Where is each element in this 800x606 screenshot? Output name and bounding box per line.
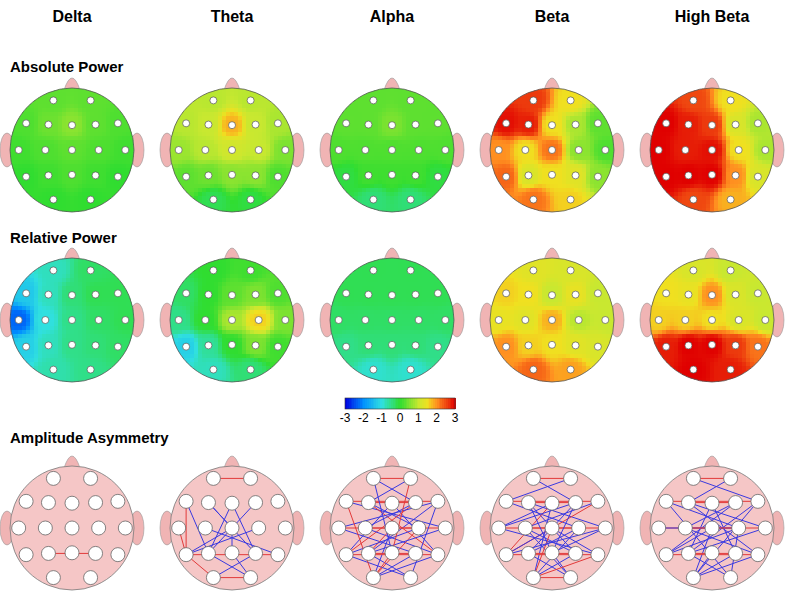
svg-text:Relative Power: Relative Power [10, 229, 117, 246]
svg-text:1: 1 [415, 411, 422, 425]
svg-text:Amplitude Asymmetry: Amplitude Asymmetry [10, 429, 169, 446]
svg-text:Alpha: Alpha [370, 8, 415, 25]
svg-text:0: 0 [397, 411, 404, 425]
svg-text:Delta: Delta [52, 8, 91, 25]
svg-text:-3: -3 [340, 411, 351, 425]
svg-text:High Beta: High Beta [675, 8, 750, 25]
svg-text:2: 2 [433, 411, 440, 425]
svg-text:Theta: Theta [211, 8, 254, 25]
svg-text:-1: -1 [376, 411, 387, 425]
svg-text:Absolute Power: Absolute Power [10, 58, 124, 75]
svg-text:Beta: Beta [535, 8, 570, 25]
svg-text:-2: -2 [358, 411, 369, 425]
svg-text:3: 3 [452, 411, 459, 425]
